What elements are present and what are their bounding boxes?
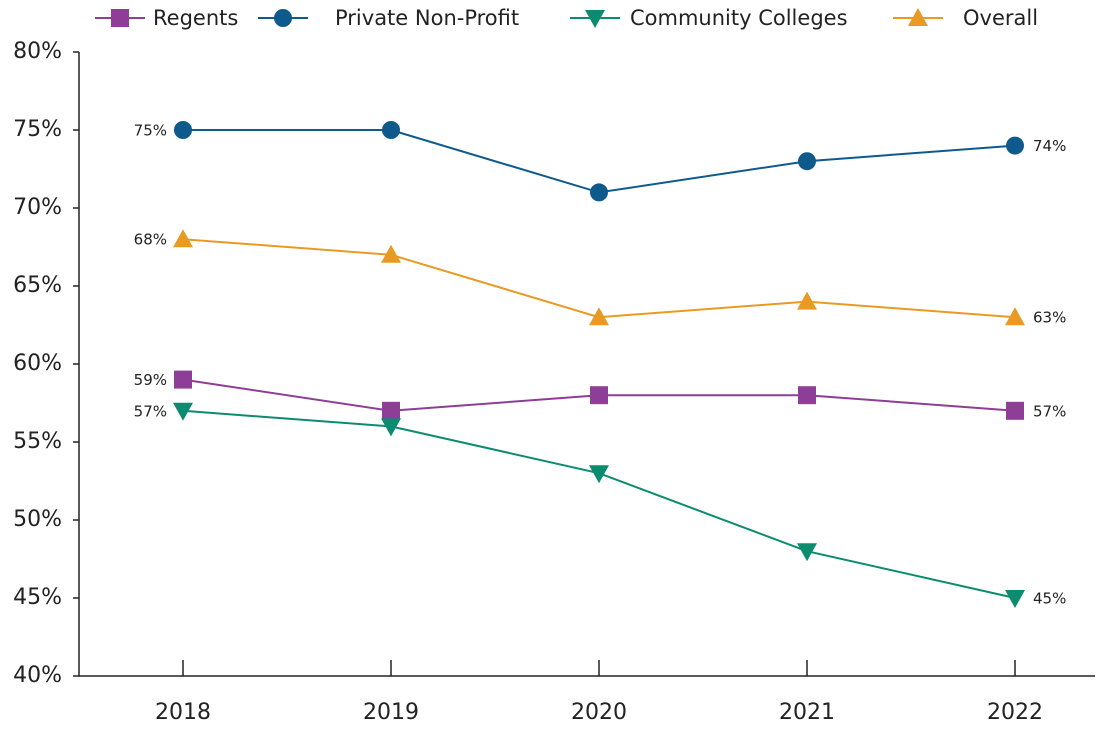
data-label: 45%: [1033, 590, 1066, 608]
x-tick-label: 2020: [571, 700, 627, 725]
x-tick-label: 2022: [987, 700, 1043, 725]
y-tick-label: 55%: [13, 429, 62, 454]
y-tick-label: 60%: [13, 351, 62, 376]
y-tick-label: 45%: [13, 585, 62, 610]
data-point: [590, 183, 608, 202]
legend-label: Private Non-Profit: [335, 6, 519, 30]
data-point: [797, 543, 817, 562]
data-label: 57%: [134, 402, 167, 420]
data-point: [381, 418, 401, 437]
legend-marker: [274, 9, 292, 27]
data-point: [1006, 401, 1024, 420]
data-label: 63%: [1033, 309, 1066, 327]
data-point: [798, 386, 816, 405]
data-point: [797, 291, 817, 310]
series-line: [182, 409, 1016, 599]
data-point: [590, 386, 608, 405]
y-tick-label: 40%: [13, 663, 62, 688]
data-point: [589, 465, 609, 484]
legend-marker: [585, 10, 605, 28]
legend-label: Overall: [963, 6, 1038, 30]
data-point: [1005, 307, 1025, 326]
data-point: [382, 121, 400, 139]
data-label: 59%: [134, 371, 167, 389]
y-tick-label: 70%: [13, 195, 62, 220]
data-point: [589, 307, 609, 326]
data-point: [173, 229, 193, 248]
series-line: [182, 238, 1016, 319]
x-tick-label: 2019: [363, 700, 419, 725]
y-tick-label: 65%: [13, 273, 62, 298]
x-tick-label: 2018: [155, 700, 211, 725]
legend-marker: [111, 9, 129, 27]
data-label: 68%: [134, 231, 167, 249]
series-line: [183, 129, 1016, 194]
data-point: [382, 401, 400, 420]
x-tick-label: 2021: [779, 700, 835, 725]
y-tick-label: 75%: [13, 117, 62, 142]
data-point: [174, 370, 192, 389]
legend-label: Regents: [153, 6, 238, 30]
y-tick-label: 80%: [13, 39, 62, 64]
data-point: [381, 244, 401, 263]
data-point: [173, 402, 193, 421]
data-point: [1005, 590, 1025, 608]
data-label: 74%: [1033, 137, 1066, 155]
y-tick-label: 50%: [13, 507, 62, 532]
data-point: [174, 121, 192, 139]
legend-marker: [908, 8, 928, 26]
data-point: [798, 152, 816, 171]
legend-label: Community Colleges: [630, 6, 848, 30]
data-label: 75%: [134, 122, 167, 140]
data-label: 57%: [1033, 402, 1066, 420]
data-point: [1006, 136, 1024, 155]
